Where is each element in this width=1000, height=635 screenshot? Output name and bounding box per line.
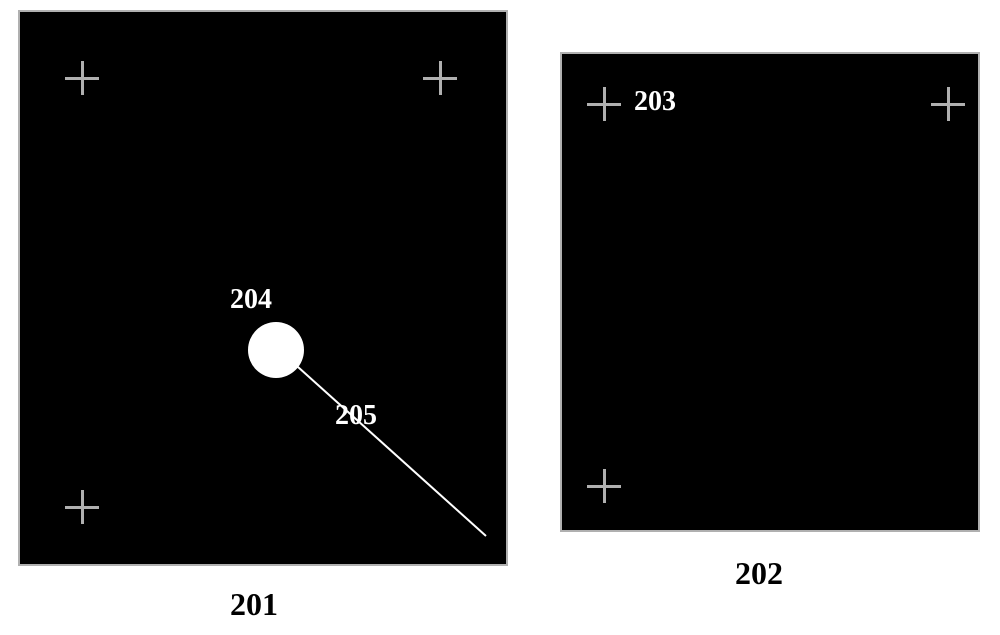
panel-right: 203 bbox=[560, 52, 980, 532]
panel-left: 204 205 bbox=[18, 10, 508, 566]
label-201: 201 bbox=[230, 586, 278, 623]
label-205: 205 bbox=[335, 400, 377, 432]
diagram-canvas: 204 205 203 201 202 bbox=[0, 0, 1000, 635]
label-204: 204 bbox=[230, 284, 272, 316]
label-203: 203 bbox=[634, 86, 676, 118]
label-202: 202 bbox=[735, 555, 783, 592]
marker-circle bbox=[248, 322, 304, 378]
